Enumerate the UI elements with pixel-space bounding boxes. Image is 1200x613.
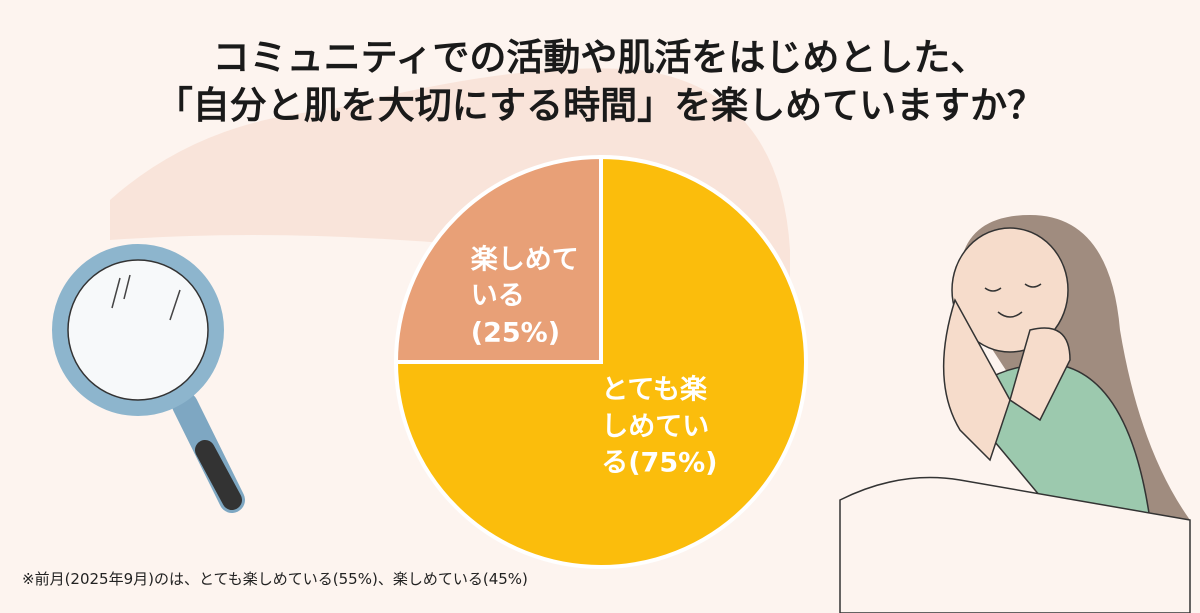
pie-slice bbox=[393, 154, 603, 364]
magnifier-illustration bbox=[52, 244, 245, 513]
slice-category: とても楽しめている bbox=[601, 374, 710, 479]
footnote: ※前月(2025年9月)のは、とても楽しめている(55%)、楽しめている(45%… bbox=[22, 570, 528, 588]
slice-category: 楽しめている bbox=[470, 244, 579, 312]
slice-label: 楽しめている (25%) bbox=[471, 242, 601, 351]
slice-label: とても楽しめている(75%) bbox=[601, 373, 731, 482]
chart-title: 「自分と肌を大切にする時間」を楽しめていますか？ bbox=[156, 84, 1044, 127]
woman-illustration bbox=[839, 215, 1191, 613]
chart-title: コミュニティでの活動や肌活をはじめとした、 bbox=[213, 36, 988, 79]
slice-value: (25%) bbox=[470, 316, 561, 348]
slice-value: (75%) bbox=[628, 447, 718, 479]
